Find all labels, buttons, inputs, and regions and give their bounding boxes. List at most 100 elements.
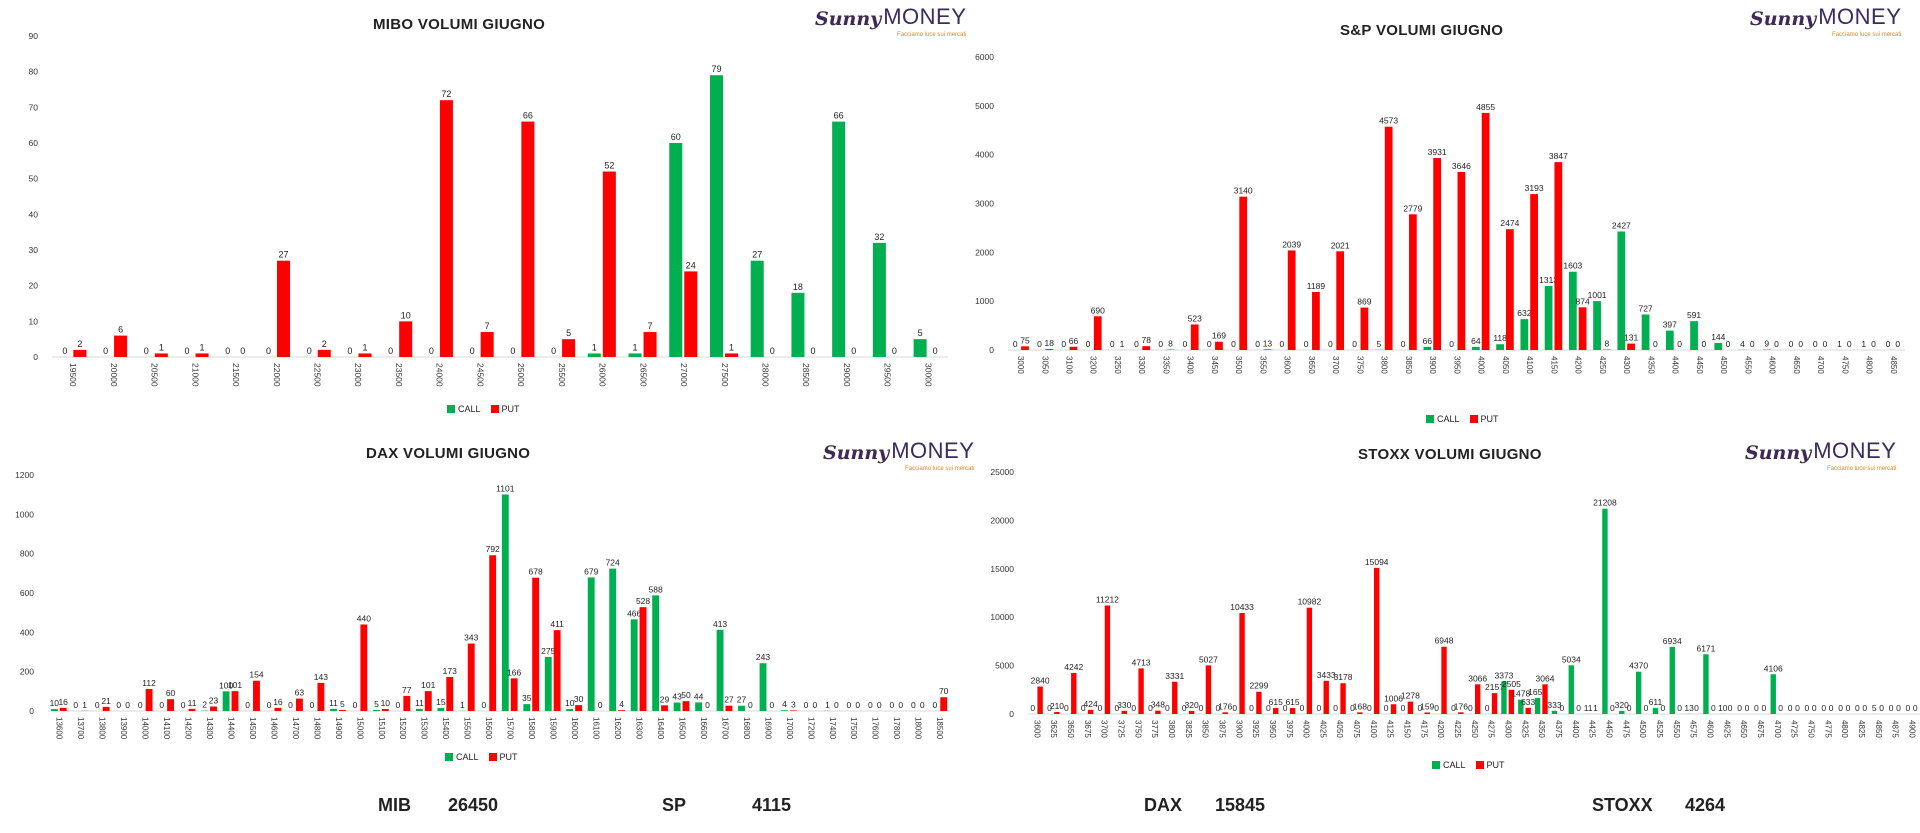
put-bar <box>1087 709 1094 714</box>
put-data-label: 0 <box>810 346 815 356</box>
call-data-label: 0 <box>1333 703 1338 713</box>
put-data-label: 0 <box>1871 339 1876 349</box>
put-bar <box>1287 250 1296 350</box>
put-bar <box>725 353 739 357</box>
x-tick-label: 16600 <box>699 717 708 740</box>
call-data-label: 0 <box>1468 703 1473 713</box>
call-bar <box>738 705 745 711</box>
x-tick-label: 3925 <box>1251 720 1260 738</box>
call-bar <box>415 708 423 711</box>
legend-call: CALL <box>1426 414 1460 424</box>
put-data-label: 3178 <box>1334 672 1353 682</box>
put-data-label: 0 <box>1823 339 1828 349</box>
call-data-label: 13 <box>1684 703 1694 713</box>
call-data-label: 4370 <box>1629 661 1648 671</box>
call-data-label: 11 <box>415 698 424 708</box>
put-data-label: 3193 <box>1525 183 1544 193</box>
x-tick-label: 3675 <box>1083 720 1092 738</box>
call-bar <box>1602 508 1608 714</box>
call-data-label: 333 <box>1547 700 1561 710</box>
call-swatch <box>1432 761 1440 769</box>
put-bar <box>521 121 535 357</box>
call-data-label: 0 <box>1434 703 1439 713</box>
call-data-label: 5034 <box>1562 654 1581 664</box>
x-tick-label: 24000 <box>435 363 445 387</box>
legend-put-label: PUT <box>501 404 520 414</box>
call-data-label: 21208 <box>1593 498 1617 508</box>
call-data-label: 0 <box>1283 703 1288 713</box>
call-data-label: 0 <box>116 700 121 710</box>
put-data-label: 2474 <box>1500 218 1519 228</box>
put-data-label: 10 <box>401 310 411 320</box>
x-tick-label: 3700 <box>1331 356 1340 374</box>
put-data-label: 869 <box>1357 297 1371 307</box>
call-data-label: 27 <box>752 250 762 260</box>
call-bar <box>587 353 601 357</box>
put-bar <box>145 688 153 711</box>
put-data-label: 3931 <box>1428 147 1447 157</box>
put-bar <box>1021 346 1029 350</box>
put-data-label: 0 <box>1728 703 1733 713</box>
stoxx-chart-panel: STOXX VOLUMI GIUGNO Sunny MONEY Facciamo… <box>980 430 1920 780</box>
call-data-label: 32 <box>874 232 884 242</box>
put-data-label: 2505 <box>1502 679 1521 689</box>
put-data-label: 2039 <box>1282 239 1301 249</box>
put-data-label: 0 <box>598 700 603 710</box>
put-bar <box>575 705 583 711</box>
call-data-label: 66 <box>834 111 844 121</box>
sunny-money-logo: Sunny MONEY Facciamo luce sui mercati <box>1745 4 1901 38</box>
x-tick-label: 4450 <box>1695 356 1704 374</box>
put-data-label: 4242 <box>1064 662 1083 672</box>
put-data-label: 0 <box>1576 703 1581 713</box>
call-data-label: 0 <box>1061 339 1066 349</box>
x-tick-label: 22500 <box>312 363 322 387</box>
put-data-label: 343 <box>464 633 478 643</box>
call-data-label: 0 <box>138 700 143 710</box>
x-tick-label: 3750 <box>1133 720 1142 738</box>
sp-legend: CALL PUT <box>1426 414 1499 424</box>
x-tick-label: 4200 <box>1574 356 1583 374</box>
put-data-label: 10433 <box>1230 602 1254 612</box>
y-tick-label: 3000 <box>975 199 994 209</box>
x-tick-label: 4100 <box>1525 356 1534 374</box>
y-tick-label: 0 <box>33 352 38 362</box>
put-bar <box>1188 710 1195 714</box>
call-data-label: 0 <box>1266 703 1271 713</box>
put-bar <box>1390 704 1397 714</box>
put-data-label: 8 <box>1604 339 1609 349</box>
call-data-label: 5 <box>918 328 923 338</box>
put-data-label: 4855 <box>1476 102 1495 112</box>
call-bar <box>1496 344 1504 350</box>
call-data-label: 0 <box>62 346 67 356</box>
x-tick-label: 17200 <box>806 717 815 740</box>
call-data-label: 0 <box>1316 703 1321 713</box>
x-tick-label: 14600 <box>269 717 278 740</box>
y-tick-label: 5000 <box>975 101 994 111</box>
sp-label: SP <box>662 795 687 815</box>
call-data-label: 0 <box>1131 703 1136 713</box>
x-tick-label: 14700 <box>291 717 300 740</box>
call-data-label: 0 <box>159 700 164 710</box>
call-data-label: 0 <box>307 346 312 356</box>
legend-put: PUT <box>1469 414 1499 424</box>
x-tick-label: 15400 <box>441 717 450 740</box>
x-tick-label: 3650 <box>1066 720 1075 738</box>
call-bar <box>544 656 552 711</box>
put-bar <box>73 349 87 357</box>
put-data-label: 210 <box>1050 701 1064 711</box>
call-data-label: 1001 <box>1588 290 1607 300</box>
call-bar <box>437 708 445 711</box>
call-data-label: 0 <box>1249 703 1254 713</box>
put-bar <box>789 710 797 711</box>
put-bar <box>1433 158 1442 350</box>
put-data-label: 0 <box>933 346 938 356</box>
call-bar <box>630 619 638 711</box>
x-tick-label: 3350 <box>1161 356 1170 374</box>
put-bar <box>1138 668 1144 714</box>
y-tick-label: 600 <box>20 588 34 598</box>
put-bar <box>446 676 454 711</box>
x-tick-label: 16700 <box>720 717 729 740</box>
call-data-label: 5 <box>374 699 379 709</box>
x-tick-label: 4375 <box>1554 720 1563 738</box>
call-bar <box>1641 314 1650 350</box>
